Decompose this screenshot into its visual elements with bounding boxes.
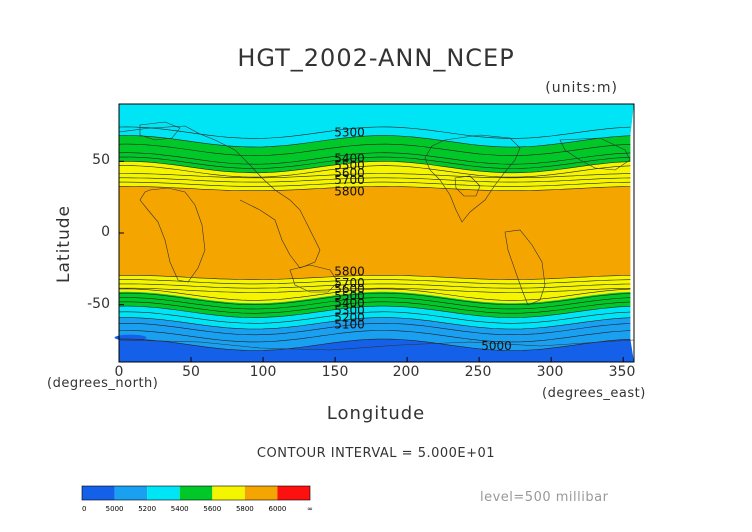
x-tick-label: 200	[392, 364, 420, 380]
coastlines	[118, 121, 635, 351]
contour-line	[118, 156, 631, 169]
contour-label: 5100	[334, 318, 365, 332]
contour-line	[118, 165, 631, 178]
coastline	[424, 134, 521, 223]
x-tick-label: 300	[536, 364, 564, 380]
colorbar-label: 5200	[138, 505, 156, 513]
color-band	[119, 161, 631, 191]
contour-line	[118, 152, 631, 165]
color-band	[119, 339, 634, 362]
contour-label: 5800	[334, 265, 365, 279]
color-band	[119, 104, 634, 147]
contour-line	[119, 181, 631, 187]
colorbar-segment	[114, 486, 148, 500]
coastline	[139, 121, 181, 141]
contour-line	[119, 186, 631, 191]
x-tick-label: 100	[249, 364, 277, 380]
colorbar-segment	[82, 486, 115, 500]
contour-line	[119, 279, 631, 285]
contour-label: 5600	[334, 282, 365, 296]
contour-line	[118, 322, 631, 336]
colorbar-segment	[147, 486, 180, 500]
x-tick-label: 0	[114, 364, 124, 380]
contour-label: 5200	[334, 311, 365, 325]
contour-line	[119, 283, 631, 289]
color-band	[119, 135, 631, 173]
colorbar-segment	[212, 486, 245, 500]
contour-line	[118, 292, 631, 306]
contour-label: 5000	[481, 339, 512, 353]
contour-line	[118, 297, 631, 310]
level-label: level=500 millibar	[480, 490, 609, 505]
x-tick-label: 150	[321, 364, 349, 380]
contour-line	[118, 305, 631, 318]
contour-line	[118, 301, 631, 314]
y-tick-label: 50	[92, 152, 110, 168]
contour-line	[118, 126, 631, 139]
y-tick-label: -50	[87, 296, 110, 312]
colorbar: 0 5000 5200 5400 5600 5800 6000 ∞	[81, 485, 313, 513]
contour-line	[118, 311, 631, 324]
color-bands	[114, 104, 634, 362]
units-label: (units:m)	[545, 80, 618, 96]
contour-label: 5500	[334, 159, 365, 173]
color-band	[119, 186, 631, 280]
x-axis-label: Longitude	[326, 403, 426, 424]
coastline	[118, 125, 321, 269]
contour-label: 5400	[334, 296, 365, 310]
contour-label: 5300	[334, 303, 365, 317]
coastline	[139, 187, 206, 283]
colorbar-label: ∞	[307, 505, 313, 513]
y-tick-label: 0	[101, 224, 110, 240]
colorbar-label: 5400	[171, 505, 189, 513]
contour-line	[119, 287, 631, 293]
contour-line	[119, 173, 631, 179]
color-band	[119, 317, 631, 351]
chart-title: HGT_2002-ANN_NCEP	[237, 44, 515, 72]
contour-label: 5300	[334, 126, 365, 140]
coastline	[119, 339, 635, 351]
contour-labels: 5300540055005600570058005800570056005500…	[334, 126, 511, 354]
colorbar-label: 6000	[269, 505, 287, 513]
colorbar-label: 5000	[106, 505, 124, 513]
color-band	[119, 291, 631, 318]
x-unit-label-left: (degrees_north)	[47, 376, 159, 391]
contour-line	[118, 288, 631, 301]
colorbar-segment	[244, 486, 278, 500]
contour-line	[118, 160, 631, 174]
colorbar-segment	[179, 486, 213, 500]
contour-label: 5600	[334, 166, 365, 180]
x-unit-label-right: (degrees_east)	[542, 386, 646, 401]
x-tick-label: 250	[464, 364, 492, 380]
colorbar-frame	[81, 485, 311, 501]
contour-label: 5500	[334, 289, 365, 303]
contour-label: 5700	[334, 173, 365, 187]
coastline	[454, 175, 481, 197]
contour-line	[119, 330, 631, 343]
coastline	[289, 264, 339, 293]
colorbar-segment	[277, 486, 310, 500]
colorbar-label: 0	[82, 505, 86, 513]
colorbar-label: 5600	[203, 505, 221, 513]
contour-label: 5700	[334, 276, 365, 290]
x-tick-label: 50	[182, 364, 200, 380]
contour-label: 5800	[334, 184, 365, 198]
coastline	[504, 229, 546, 306]
contour-label: 5400	[334, 151, 365, 165]
x-tick-label: 350	[608, 364, 636, 380]
contour-line	[119, 177, 631, 183]
colorbar-label: 5800	[236, 505, 254, 513]
contour-interval-label: CONTOUR INTERVAL = 5.000E+01	[256, 446, 496, 461]
contour-line	[118, 143, 631, 156]
contour-line	[118, 135, 631, 148]
coastline	[559, 137, 631, 171]
contour-line	[119, 275, 631, 280]
contour-line	[119, 338, 631, 351]
contour-lines	[118, 126, 631, 351]
contour-line	[119, 317, 631, 330]
